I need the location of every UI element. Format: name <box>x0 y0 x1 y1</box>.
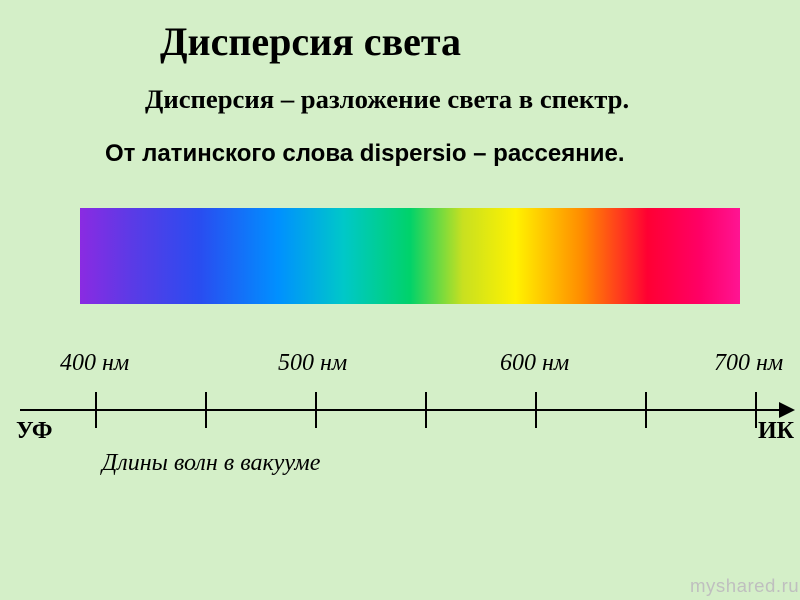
wavelength-axis <box>0 380 800 440</box>
visible-spectrum-bar <box>80 208 740 304</box>
axis-caption: Длины волн в вакууме <box>102 450 320 477</box>
definition-subtitle: Дисперсия – разложение света в спектр. <box>145 84 629 115</box>
wavelength-label: 500 нм <box>278 350 347 377</box>
page-title: Дисперсия света <box>160 18 461 65</box>
uv-label: УФ <box>16 418 52 445</box>
ir-label: ИК <box>758 418 794 445</box>
wavelength-label: 600 нм <box>500 350 569 377</box>
wavelength-label: 700 нм <box>714 350 783 377</box>
wavelength-label: 400 нм <box>60 350 129 377</box>
etymology-line: От латинского слова dispersio – рассеяни… <box>105 140 625 168</box>
watermark: myshared.ru <box>690 575 799 597</box>
